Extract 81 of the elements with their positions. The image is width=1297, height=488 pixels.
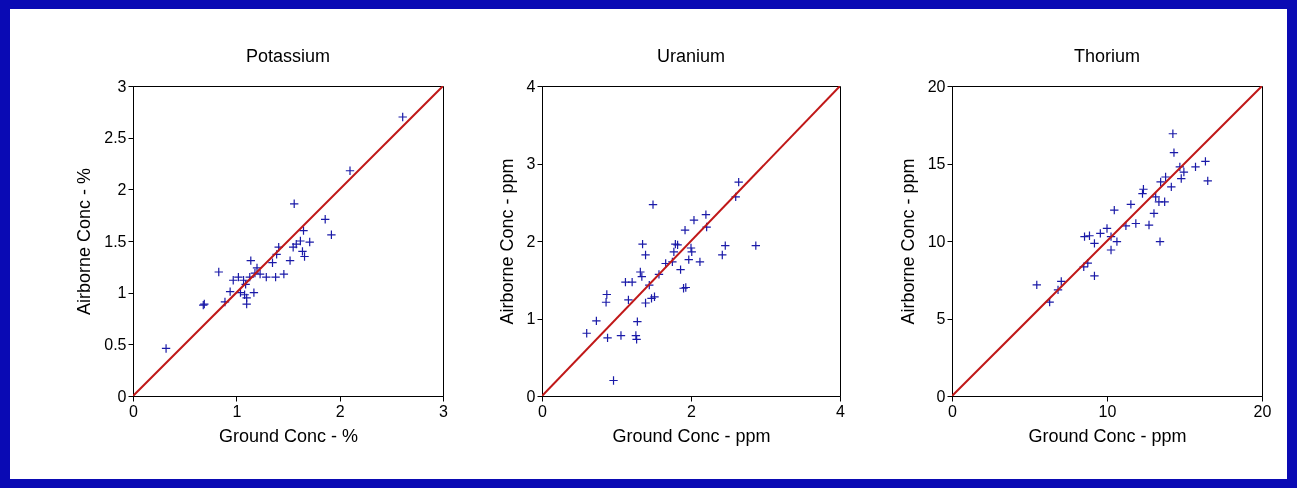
- point: [1190, 162, 1201, 172]
- y-tick-label: 1.5: [104, 232, 127, 250]
- point: [1168, 128, 1178, 139]
- y-axis-title: Airborne Conc - %: [74, 167, 95, 316]
- point: [627, 277, 637, 287]
- point: [1032, 280, 1042, 290]
- y-tick-label: 2.5: [104, 129, 127, 147]
- y-tick-label: 0: [936, 387, 946, 405]
- y-tick-label: 15: [927, 155, 946, 172]
- y-tick-label: 10: [927, 232, 946, 250]
- x-tick-label: 20: [1253, 402, 1272, 420]
- point: [285, 255, 295, 266]
- x-tick-label: 0: [948, 402, 958, 420]
- x-axis-title: Ground Conc - %: [218, 425, 359, 446]
- point: [161, 343, 171, 354]
- point: [345, 165, 355, 176]
- point: [1169, 147, 1179, 158]
- x-axis-title: Ground Conc - ppm: [612, 425, 771, 446]
- x-axis-title: Ground Conc - ppm: [1028, 425, 1187, 446]
- point: [225, 286, 235, 297]
- x-tick-label: 1: [232, 402, 242, 420]
- point: [669, 247, 679, 257]
- point: [304, 237, 315, 247]
- point: [689, 215, 699, 225]
- y-tick-label: 3: [117, 77, 127, 95]
- y-tick-label: 5: [936, 310, 946, 327]
- y-tick-label: 0: [117, 387, 127, 405]
- y-tick-label: 20: [927, 77, 946, 95]
- point: [1126, 199, 1136, 210]
- y-tick-label: 2: [117, 180, 127, 198]
- point: [1106, 245, 1116, 255]
- point: [279, 269, 289, 279]
- point: [686, 247, 697, 257]
- chart-title: Potassium: [245, 46, 331, 66]
- point: [213, 267, 224, 277]
- point: [616, 330, 626, 341]
- point: [620, 277, 631, 287]
- y-tick-label: 1: [526, 310, 536, 327]
- point: [601, 297, 611, 308]
- point: [640, 298, 651, 308]
- x-tick-label: 0: [129, 402, 139, 420]
- x-tick-label: 0: [538, 402, 548, 420]
- point: [1102, 223, 1112, 234]
- point: [695, 257, 705, 267]
- chart-title: Uranium: [656, 46, 726, 66]
- point: [701, 209, 711, 220]
- y-axis-title: Airborne Conc - ppm: [897, 158, 918, 325]
- y-tick-label: 4: [526, 77, 536, 95]
- point: [241, 299, 252, 309]
- point: [249, 287, 259, 298]
- point: [1089, 271, 1100, 281]
- x-tick-label: 2: [335, 402, 345, 420]
- y-tick-label: 0: [526, 387, 536, 405]
- point: [680, 225, 690, 235]
- point: [648, 199, 658, 210]
- point: [397, 112, 408, 122]
- y-tick-label: 0.5: [104, 335, 127, 353]
- point: [623, 295, 634, 305]
- y-tick-label: 2: [526, 232, 536, 250]
- y-axis-title: Airborne Conc - ppm: [496, 158, 517, 325]
- point: [717, 250, 728, 260]
- x-tick-label: 4: [836, 402, 846, 420]
- point: [1155, 177, 1166, 187]
- point: [1202, 176, 1213, 186]
- point: [1160, 172, 1171, 182]
- chart-title: Thorium: [1073, 46, 1141, 66]
- point: [637, 239, 648, 249]
- point: [602, 333, 613, 343]
- point: [1155, 236, 1165, 247]
- y-tick-label: 1: [117, 284, 127, 302]
- point: [1144, 220, 1154, 230]
- point: [640, 250, 651, 260]
- point: [686, 243, 696, 253]
- y-tick-label: 3: [526, 155, 536, 172]
- x-tick-label: 3: [439, 402, 449, 420]
- point: [1166, 182, 1177, 192]
- x-tick-label: 2: [687, 402, 697, 420]
- point: [295, 236, 306, 246]
- x-tick-label: 10: [1098, 402, 1117, 420]
- point: [733, 177, 744, 187]
- point: [1149, 208, 1159, 219]
